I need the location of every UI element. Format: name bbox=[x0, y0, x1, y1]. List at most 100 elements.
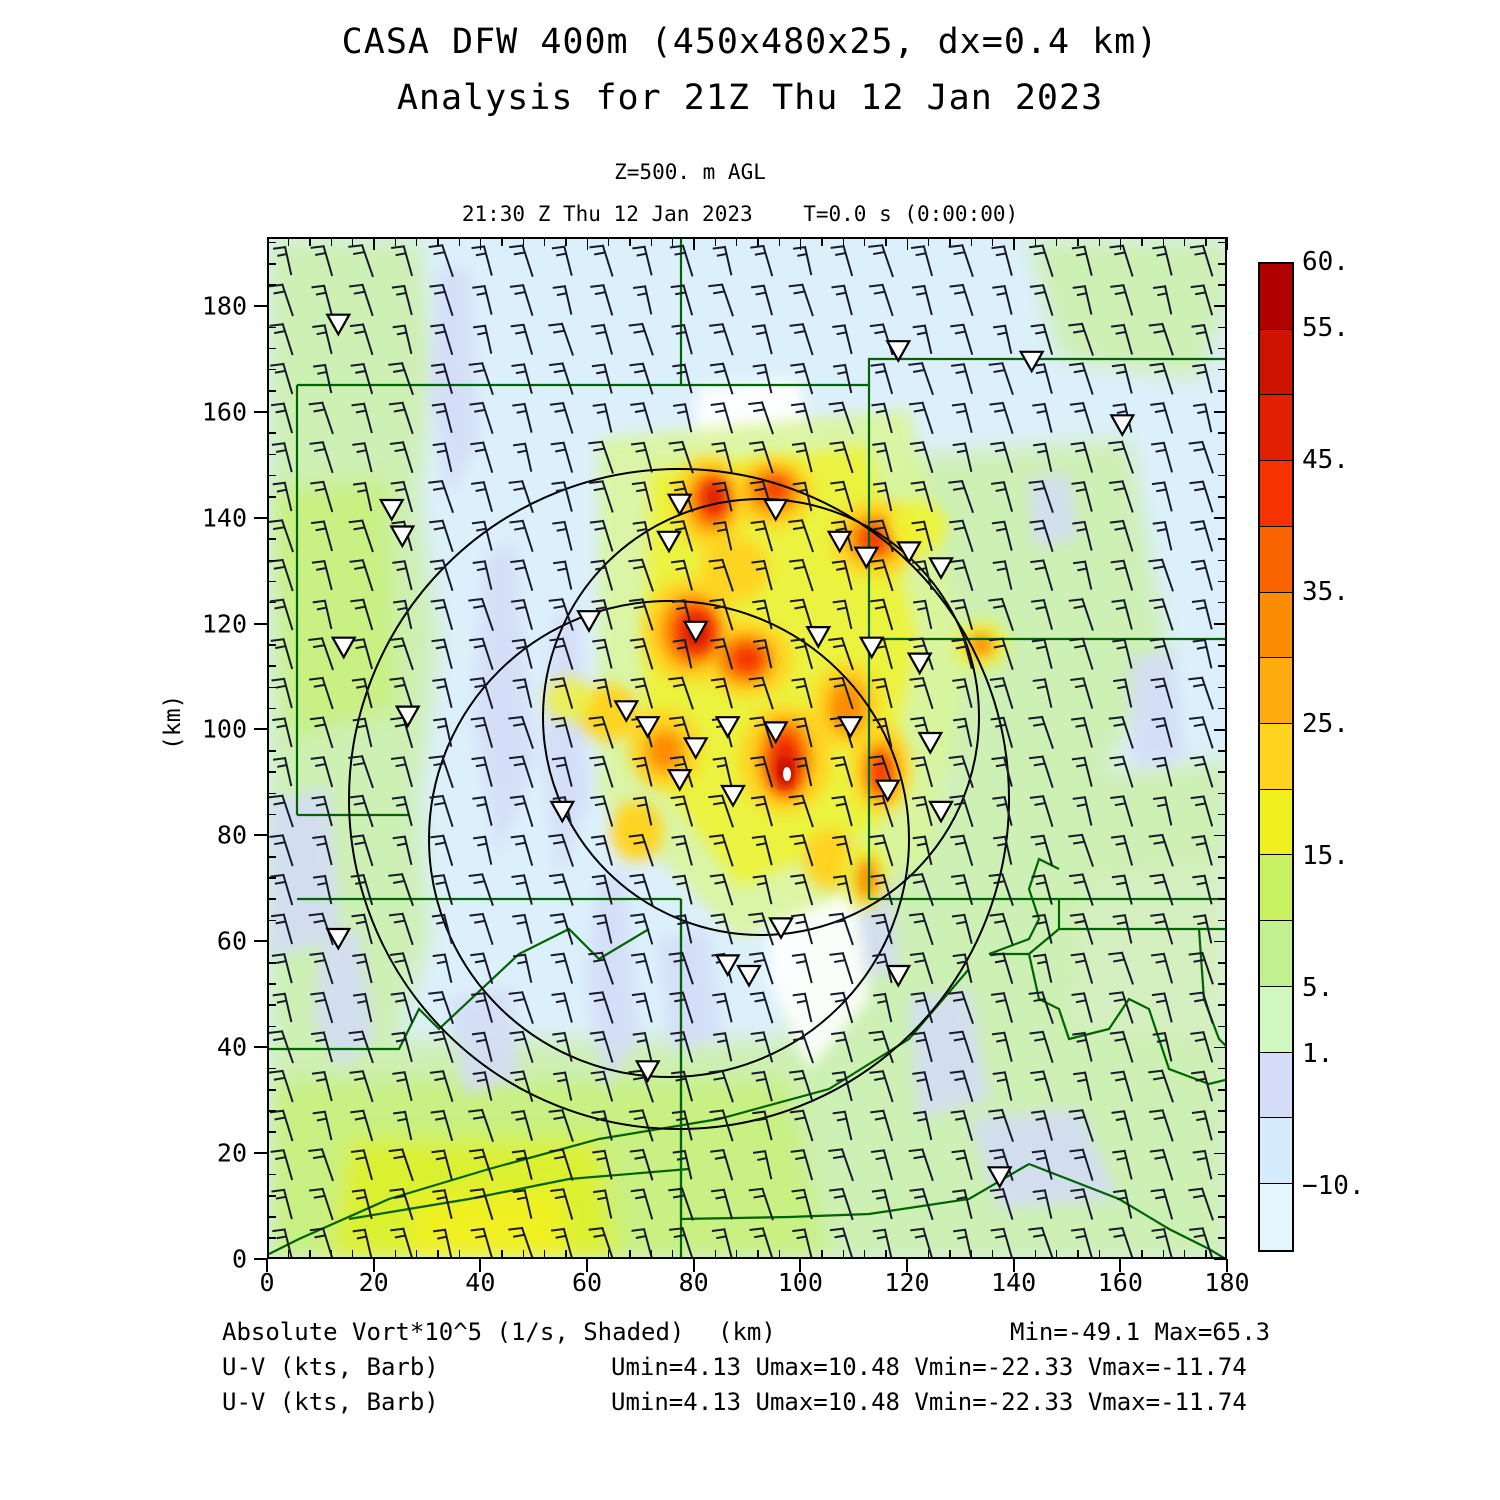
wind-barb bbox=[710, 1148, 734, 1181]
y-right-tick bbox=[1214, 305, 1227, 307]
wind-barb bbox=[828, 637, 854, 671]
x-top-tick bbox=[287, 237, 290, 246]
y-right-tick bbox=[1214, 940, 1227, 943]
wind-barb bbox=[271, 677, 293, 709]
wind-barb bbox=[788, 519, 814, 553]
wind-barb bbox=[430, 874, 454, 906]
x-top-tick bbox=[309, 237, 311, 246]
wind-barb bbox=[432, 717, 453, 747]
wind-barb bbox=[1029, 283, 1054, 316]
wind-barb bbox=[870, 1109, 894, 1142]
y-minor-tick bbox=[267, 326, 276, 329]
wind-barb bbox=[990, 1227, 1013, 1257]
wind-barb bbox=[990, 480, 1014, 512]
wind-barb bbox=[470, 952, 494, 984]
wind-barb bbox=[389, 441, 414, 474]
x-minor-tick bbox=[991, 1250, 994, 1259]
wind-barb bbox=[352, 442, 373, 473]
y-minor-tick bbox=[267, 347, 276, 350]
wind-barb bbox=[1151, 481, 1173, 512]
wind-barb bbox=[791, 952, 813, 984]
wind-barb bbox=[629, 362, 654, 395]
wind-barb bbox=[1152, 245, 1173, 276]
wind-barb bbox=[1031, 1149, 1053, 1180]
y-minor-tick bbox=[267, 601, 276, 604]
wind-barb bbox=[349, 558, 374, 592]
x-tick bbox=[1012, 1259, 1015, 1272]
wind-barb bbox=[1072, 520, 1093, 551]
wind-barb bbox=[1150, 952, 1174, 984]
wind-barb bbox=[750, 795, 774, 827]
y-right-tick bbox=[1214, 623, 1227, 625]
wind-barb bbox=[952, 1228, 973, 1257]
wind-barb bbox=[472, 560, 493, 590]
wind-barb bbox=[752, 874, 773, 905]
wind-barb bbox=[748, 401, 774, 435]
wind-barb bbox=[591, 599, 613, 630]
y-right-tick bbox=[1218, 877, 1227, 879]
wind-barb bbox=[392, 1110, 413, 1141]
wind-barb bbox=[311, 795, 333, 827]
wind-barb bbox=[269, 283, 294, 317]
wind-barb bbox=[1028, 715, 1054, 749]
wind-barb bbox=[509, 519, 534, 552]
x-top-tick bbox=[1098, 237, 1101, 246]
wind-barb bbox=[1148, 833, 1174, 867]
wind-barb bbox=[1148, 322, 1174, 356]
wind-barb bbox=[388, 637, 414, 671]
x-tick-label: 160 bbox=[1097, 1268, 1143, 1297]
y-minor-tick bbox=[267, 1067, 276, 1070]
wind-barb bbox=[670, 795, 694, 827]
wind-barb bbox=[871, 1188, 893, 1220]
wind-barb bbox=[511, 1149, 533, 1180]
wind-barb bbox=[470, 1227, 493, 1257]
y-right-tick bbox=[1214, 1046, 1227, 1049]
y-right-tick bbox=[1218, 453, 1227, 456]
y-right-tick bbox=[1218, 262, 1227, 265]
wind-barb bbox=[830, 480, 854, 513]
wind-barb bbox=[551, 756, 573, 787]
station-marker-triangle bbox=[666, 493, 693, 517]
station-marker-triangle bbox=[576, 610, 602, 633]
x-top-tick bbox=[543, 237, 546, 246]
wind-barb bbox=[992, 324, 1013, 354]
station-marker-triangle bbox=[330, 636, 357, 660]
x-top-tick bbox=[1119, 237, 1122, 250]
wind-barb bbox=[872, 1228, 893, 1257]
wind-barb bbox=[1070, 952, 1094, 984]
wind-barb bbox=[910, 756, 934, 788]
wind-barb bbox=[868, 1030, 894, 1064]
wind-barb bbox=[872, 481, 893, 512]
wind-barb bbox=[432, 953, 453, 984]
wind-barb bbox=[950, 363, 974, 395]
wind-barb bbox=[312, 363, 333, 394]
wind-barb bbox=[671, 834, 693, 866]
x-tick-label: 0 bbox=[259, 1268, 275, 1297]
wind-barb bbox=[872, 442, 893, 473]
wind-barb bbox=[831, 1070, 853, 1102]
wind-barb bbox=[1072, 560, 1093, 590]
y-minor-tick bbox=[267, 368, 276, 371]
plot-area[interactable] bbox=[267, 237, 1227, 1259]
wind-barb bbox=[669, 991, 694, 1024]
footer-x-units: (km) bbox=[718, 1318, 776, 1346]
wind-barb bbox=[312, 835, 333, 866]
wind-barb bbox=[310, 244, 334, 277]
wind-barb bbox=[631, 992, 653, 1023]
wind-barb bbox=[1030, 559, 1054, 591]
wind-barb bbox=[269, 598, 294, 631]
station-marker-triangle bbox=[634, 716, 661, 739]
wind-barb bbox=[948, 479, 974, 514]
wind-barb bbox=[269, 1030, 294, 1064]
wind-barb bbox=[788, 558, 814, 592]
wind-barb bbox=[750, 1031, 774, 1063]
y-right-tick bbox=[1218, 559, 1227, 562]
station-marker-triangle bbox=[634, 1060, 661, 1084]
x-tick-label: 20 bbox=[358, 1268, 389, 1297]
station-marker-triangle bbox=[885, 340, 912, 363]
wind-barb bbox=[831, 795, 853, 827]
wind-barb bbox=[748, 440, 774, 474]
y-minor-tick bbox=[267, 262, 276, 265]
station-marker-triangle bbox=[906, 652, 933, 676]
wind-barb bbox=[908, 872, 934, 907]
